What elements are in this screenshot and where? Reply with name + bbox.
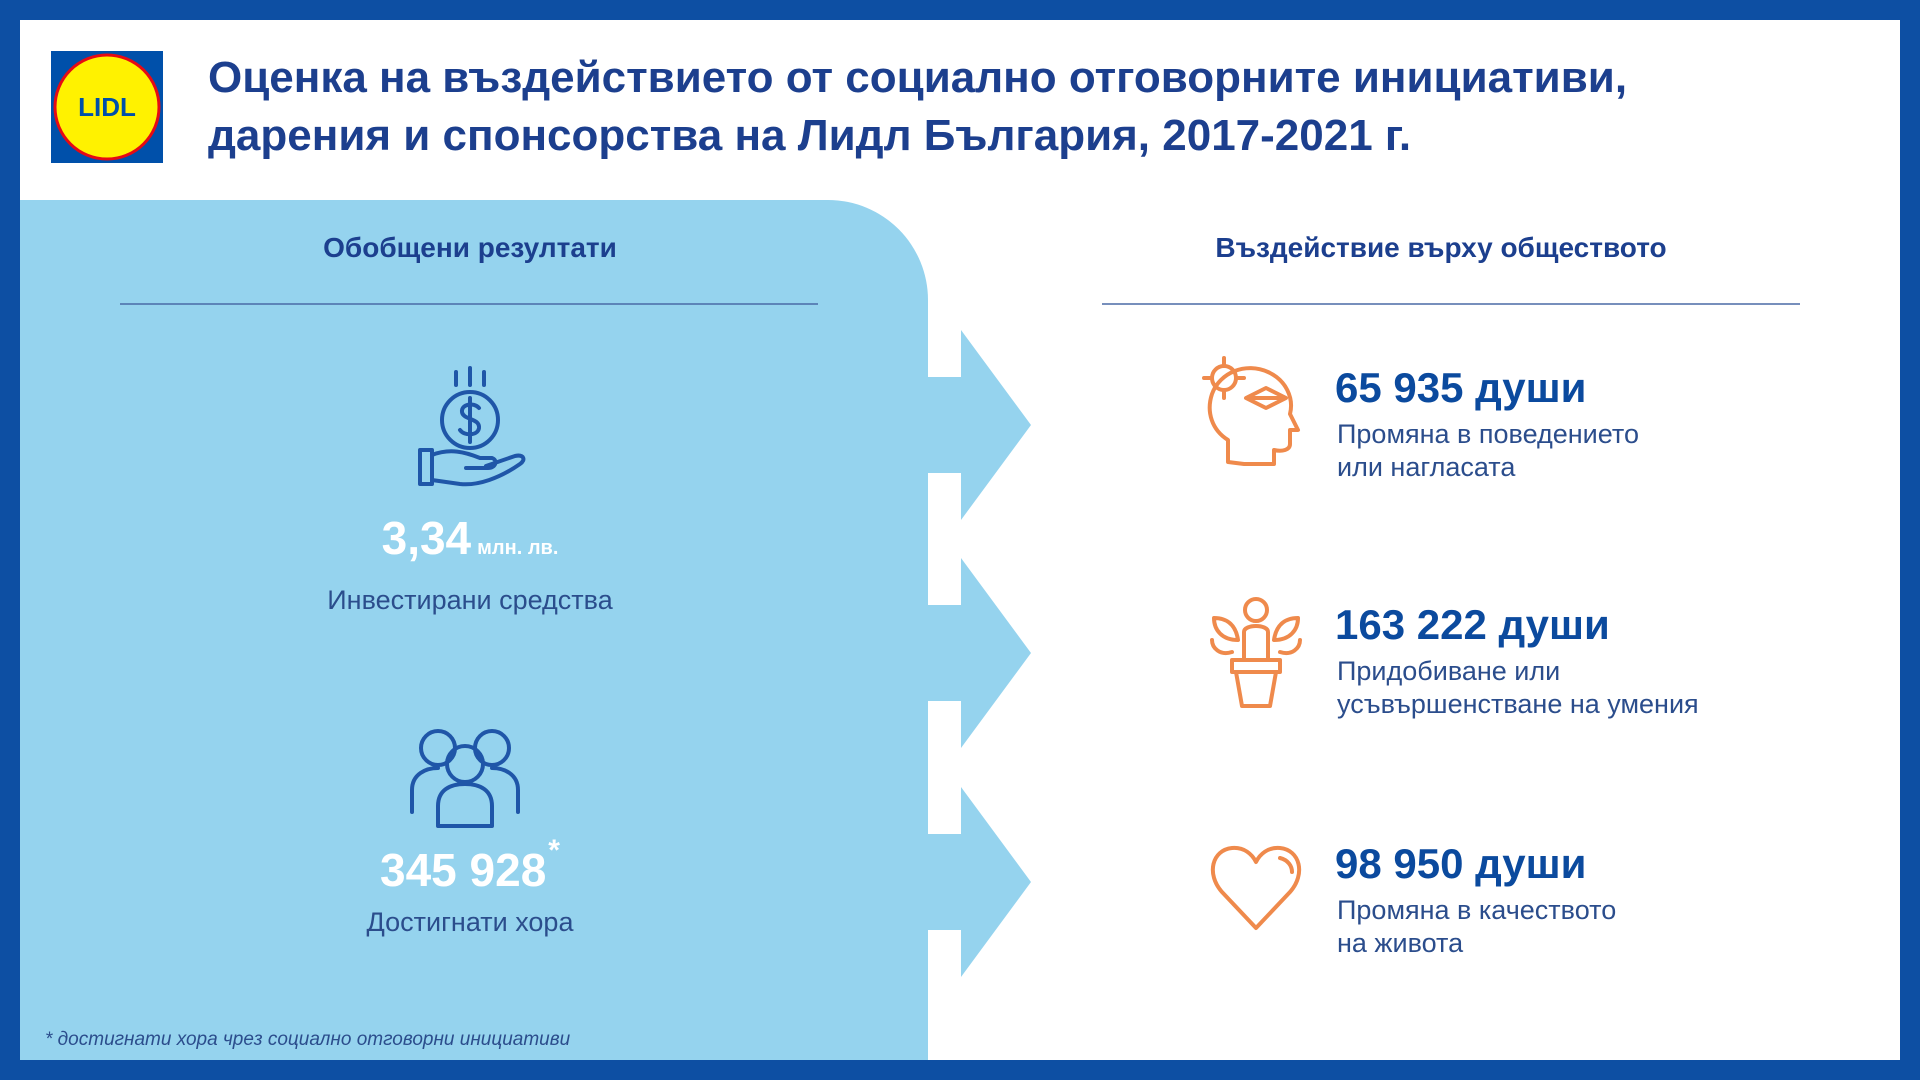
impact-label: на живота <box>1337 928 1464 958</box>
amount-value: 3,34 <box>382 512 472 564</box>
people-icon <box>410 729 520 828</box>
summary-panel <box>20 200 928 1060</box>
reach: 345 928* <box>380 834 560 896</box>
title-line: Оценка на въздействието от социално отго… <box>208 53 1627 102</box>
skill-icon <box>1210 597 1302 708</box>
reach-value: 345 928 <box>380 844 546 896</box>
mind-icon <box>1202 356 1300 466</box>
footnote: * достигнати хора чрез социално отговорн… <box>45 1029 571 1050</box>
impact-label: Придобиване или <box>1337 656 1560 686</box>
arrows <box>928 330 1031 977</box>
impact-label: или нагласата <box>1337 452 1516 482</box>
amount-label: Инвестирани средства <box>327 585 613 615</box>
money-icon <box>418 366 526 487</box>
heart-icon <box>1211 845 1301 930</box>
impact-value: 163 222 души <box>1335 601 1610 648</box>
logo: LIDL <box>51 51 163 163</box>
impact-heading: Въздействие върху обществото <box>1215 232 1666 263</box>
amount: 3,34 млн. лв. <box>382 512 559 564</box>
impact-label: усъвършенстване на умения <box>1337 689 1699 719</box>
impact-label: Промяна в качеството <box>1337 895 1616 925</box>
arrow <box>928 558 1031 748</box>
impact-value: 98 950 души <box>1335 840 1587 887</box>
arrow <box>928 330 1031 520</box>
reach-label: Достигнати хора <box>367 907 575 937</box>
logo-circle <box>53 53 161 161</box>
impact-label: Промяна в поведението <box>1337 419 1639 449</box>
arrow <box>928 787 1031 977</box>
title-line: дарения и спонсорства на Лидл България, … <box>208 111 1411 160</box>
logo-text: LIDL <box>78 92 136 122</box>
impact-value: 65 935 души <box>1335 364 1587 411</box>
summary-heading: Обобщени резултати <box>323 232 617 263</box>
reach-mark: * <box>548 834 560 867</box>
amount-unit: млн. лв. <box>477 537 558 559</box>
